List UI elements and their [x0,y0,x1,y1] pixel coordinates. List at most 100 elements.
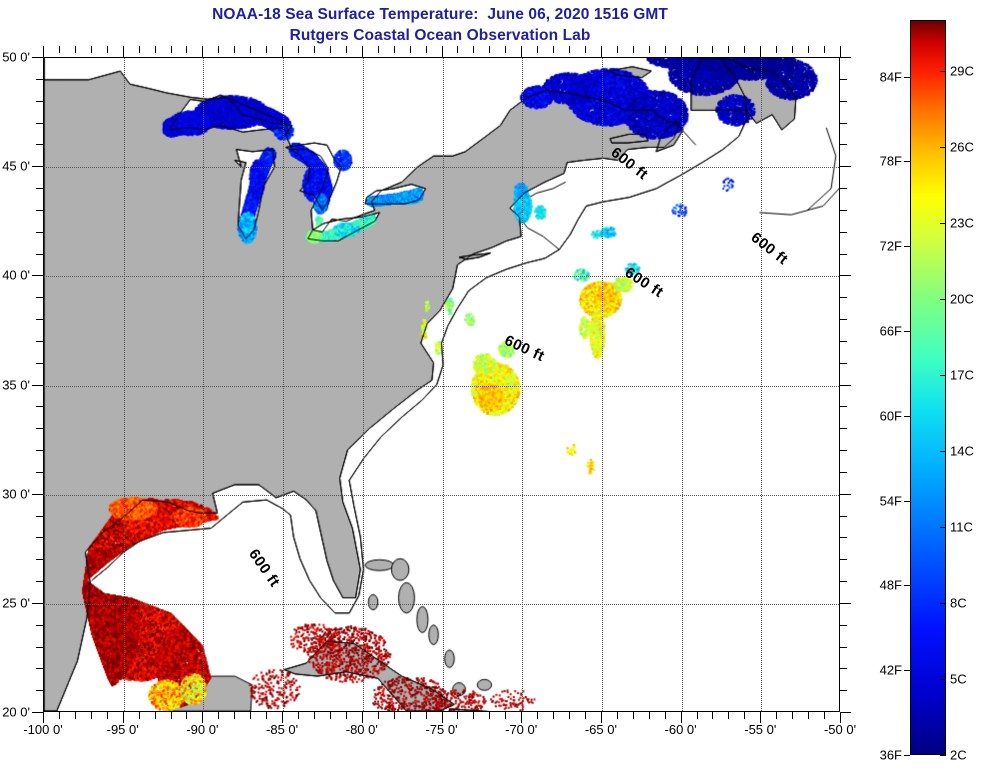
x-axis-tick [664,712,666,719]
x-axis-tick-top [329,46,331,53]
y-axis-tick [36,471,43,473]
x-axis-tick [553,712,555,719]
y-axis-label: 20 0' [2,704,30,720]
y-axis-tick-right [840,515,847,517]
x-axis-tick [186,712,188,719]
sst-raster-canvas [44,58,839,711]
x-axis-tick-top [282,46,284,57]
y-axis-tick [36,231,43,233]
gridline-horizontal [44,603,839,605]
x-axis-tick [234,712,236,719]
colorbar-label-celsius: 17C [950,367,974,383]
y-axis-tick [36,668,43,670]
colorbar[interactable] [910,20,946,755]
y-axis-tick-right [840,122,847,124]
y-axis-label: 30 0' [2,486,30,502]
y-axis-tick-right [840,712,851,713]
x-axis-label: -75 0' [425,722,458,737]
y-axis-tick [36,188,43,189]
x-axis-tick-top [505,46,507,53]
y-axis-tick-right [840,188,847,189]
y-axis-tick [32,57,43,58]
y-axis-tick [36,537,43,539]
x-axis-tick-top [569,46,571,53]
x-axis-label: -80 0' [345,722,378,737]
colorbar-gradient [910,20,946,755]
y-axis-tick-right [840,209,847,211]
x-axis-tick [122,712,124,723]
colorbar-tick-celsius [940,146,946,148]
colorbar-tick-fahrenheit [904,161,910,163]
x-axis-tick [218,712,220,719]
x-axis-tick-top [680,46,682,57]
colorbar-tick-celsius [940,222,946,224]
colorbar-label-fahrenheit: 36F [879,747,902,763]
x-axis-tick [600,712,602,723]
x-axis-tick-top [138,46,140,53]
x-axis-tick-top [824,46,826,53]
x-axis-tick [90,712,92,719]
x-axis-tick-top [441,46,443,57]
colorbar-tick-fahrenheit [904,246,910,248]
x-axis-tick-top [43,46,44,57]
x-axis-tick-top [218,46,220,53]
x-axis-tick [792,712,794,719]
y-axis-tick [36,646,43,648]
y-axis-tick-right [840,166,851,168]
x-axis-tick-top [808,46,810,53]
x-axis-tick [313,712,315,719]
x-axis-tick-top [377,46,379,53]
x-axis-tick-top [473,46,475,53]
y-axis-tick [36,428,43,430]
colorbar-tick-celsius [940,450,946,452]
y-axis-tick [36,624,43,626]
x-axis-tick-top [393,46,395,53]
y-axis-tick-right [840,450,847,451]
y-axis-tick [36,581,43,582]
x-axis-tick-top [760,46,762,57]
y-axis-tick [32,275,43,277]
y-axis-tick [36,319,43,320]
x-axis-tick [584,712,586,719]
gridline-vertical [442,58,444,711]
y-axis-label: 45 0' [2,158,30,174]
x-axis-tick [361,712,363,723]
colorbar-tick-celsius [940,755,946,756]
x-axis-tick-top [521,46,523,57]
y-axis-tick [36,253,43,255]
x-axis-tick [569,712,571,719]
colorbar-tick-celsius [940,298,946,300]
y-axis-tick-right [840,340,847,342]
x-axis-tick [712,712,714,719]
x-axis-tick-top [202,46,204,57]
x-axis-tick [393,712,395,719]
x-axis-tick [776,712,778,719]
colorbar-label-celsius: 14C [950,443,974,459]
y-axis-tick [36,450,43,451]
x-axis-tick-top [696,46,698,53]
colorbar-tick-celsius [940,374,946,376]
y-axis-label: 35 0' [2,377,30,392]
x-axis-label: -90 0' [186,722,219,737]
x-axis-tick-top [584,46,586,53]
colorbar-label-celsius: 2C [950,747,967,763]
y-axis-tick-right [840,428,847,430]
x-axis-tick-top [154,46,156,53]
x-axis-tick [521,712,523,723]
x-axis-tick [728,712,730,719]
y-axis-tick-right [840,297,847,299]
x-axis-tick [106,712,108,719]
x-axis-tick [409,712,411,719]
y-axis-tick [32,712,43,713]
colorbar-label-celsius: 8C [950,595,967,611]
x-axis-tick [457,712,459,719]
x-axis-tick [43,712,44,723]
sst-map-plot-area[interactable]: 600 ft 600 ft 600 ft 600 ft 600 ft [43,57,840,712]
x-axis-tick [202,712,204,723]
x-axis-tick-top [457,46,459,53]
y-axis-tick [32,166,43,168]
y-axis-tick-right [840,57,851,58]
x-axis-tick-top [106,46,108,53]
colorbar-label-fahrenheit: 84F [879,69,902,85]
x-axis-tick [377,712,379,719]
